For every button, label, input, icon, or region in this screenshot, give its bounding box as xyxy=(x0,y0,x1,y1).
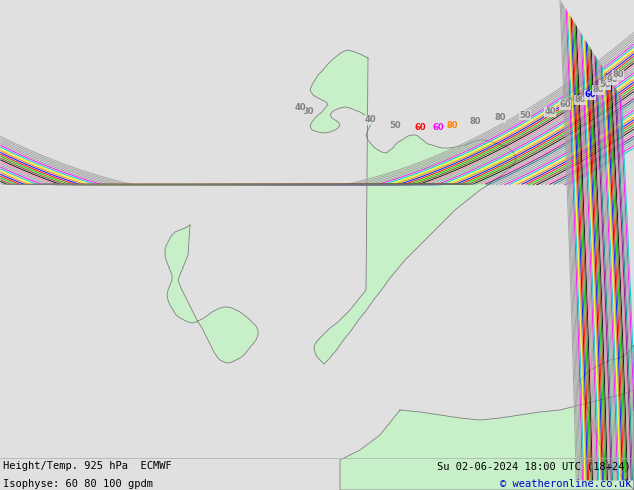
Text: 60: 60 xyxy=(432,123,444,132)
Polygon shape xyxy=(165,225,258,363)
Text: 80: 80 xyxy=(592,85,604,95)
Text: © weatheronline.co.uk: © weatheronline.co.uk xyxy=(500,479,631,489)
Text: 90: 90 xyxy=(606,75,618,84)
Text: 80: 80 xyxy=(495,114,506,122)
Text: 50: 50 xyxy=(599,80,611,90)
Text: Su 02-06-2024 18:00 UTC (18+24): Su 02-06-2024 18:00 UTC (18+24) xyxy=(437,462,631,471)
Text: 80: 80 xyxy=(612,71,624,79)
Text: 60: 60 xyxy=(414,123,426,132)
Text: 40: 40 xyxy=(544,107,556,117)
Text: 50: 50 xyxy=(389,121,401,129)
Text: 80: 80 xyxy=(302,107,314,117)
Text: 50: 50 xyxy=(519,111,531,120)
Text: 40: 40 xyxy=(364,116,376,124)
Polygon shape xyxy=(310,50,516,364)
Text: 60: 60 xyxy=(559,100,571,109)
Polygon shape xyxy=(580,345,634,490)
Text: 80: 80 xyxy=(469,118,481,126)
Text: 60: 60 xyxy=(584,91,596,99)
Polygon shape xyxy=(340,390,634,490)
Text: 40: 40 xyxy=(294,103,306,113)
Text: Height/Temp. 925 hPa  ECMWF: Height/Temp. 925 hPa ECMWF xyxy=(3,462,172,471)
Text: Isophyse: 60 80 100 gpdm: Isophyse: 60 80 100 gpdm xyxy=(3,479,153,489)
Text: 80: 80 xyxy=(446,122,458,130)
Text: 80: 80 xyxy=(574,96,586,104)
